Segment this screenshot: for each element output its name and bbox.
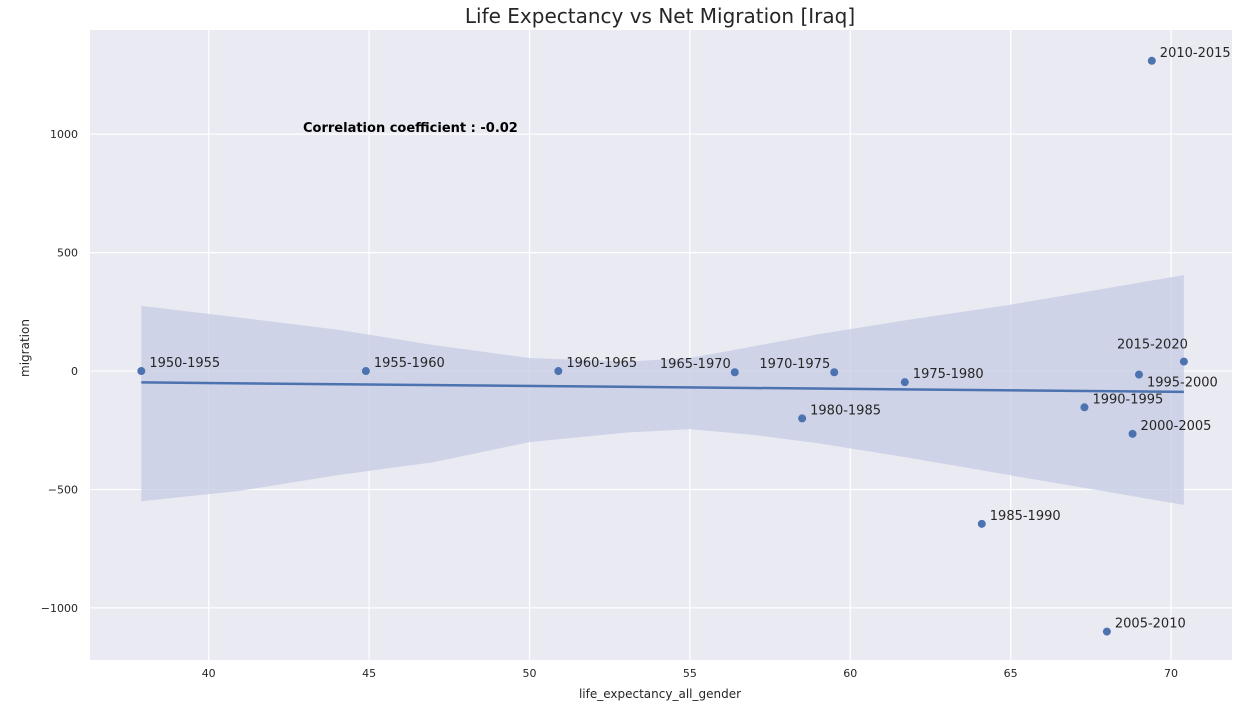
data-point-1990-1995: [1080, 403, 1089, 412]
data-points: [137, 56, 1188, 636]
point-label-1980-1985: 1980-1985: [810, 403, 881, 418]
data-point-1975-1980: [900, 378, 909, 387]
y-axis-label: migration: [18, 319, 32, 377]
data-point-1995-2000: [1134, 370, 1143, 379]
point-label-1975-1980: 1975-1980: [913, 367, 984, 382]
data-point-1955-1960: [361, 367, 370, 376]
confidence-band: [141, 275, 1184, 505]
data-point-1970-1975: [830, 368, 839, 377]
point-label-2015-2020: 2015-2020: [1117, 338, 1188, 353]
y-tick-label-0: 0: [71, 365, 78, 378]
point-label-1960-1965: 1960-1965: [566, 356, 637, 371]
point-label-1955-1960: 1955-1960: [374, 356, 445, 371]
data-point-1965-1970: [730, 368, 739, 377]
x-tick-label-50: 50: [522, 667, 536, 680]
point-label-1965-1970: 1965-1970: [660, 357, 731, 372]
data-point-1985-1990: [977, 519, 986, 528]
x-tick-label-65: 65: [1004, 667, 1018, 680]
data-point-2010-2015: [1147, 56, 1156, 65]
point-label-1995-2000: 1995-2000: [1147, 376, 1218, 391]
y-axis-ticks: −1000 −500 0 500 1000: [41, 128, 78, 615]
correlation-annotation: Correlation coefficient : -0.02: [303, 121, 518, 136]
y-tick-label-1000: 1000: [50, 128, 78, 141]
data-point-2000-2005: [1128, 429, 1137, 438]
y-tick-label-1000: −1000: [41, 602, 78, 615]
confidence-band-area: [141, 275, 1184, 505]
x-axis-ticks: 40 45 50 55 60 65 70: [202, 667, 1178, 680]
y-tick-label-500: 500: [57, 247, 78, 260]
x-axis-label: life_expectancy_all_gender: [579, 687, 741, 701]
chart-title: Life Expectancy vs Net Migration [Iraq]: [465, 4, 855, 28]
point-label-1970-1975: 1970-1975: [759, 357, 830, 372]
data-point-1950-1955: [137, 367, 146, 376]
regression-line: [141, 381, 1184, 394]
y-tick-label-500: −500: [48, 483, 78, 496]
point-label-1990-1995: 1990-1995: [1092, 392, 1163, 407]
regression-line-group: [141, 381, 1184, 394]
x-tick-label-55: 55: [683, 667, 697, 680]
data-point-1960-1965: [554, 367, 563, 376]
data-point-1980-1985: [798, 414, 807, 423]
data-point-2005-2010: [1102, 627, 1111, 636]
x-tick-label-60: 60: [843, 667, 857, 680]
point-label-2000-2005: 2000-2005: [1141, 419, 1212, 434]
point-label-2005-2010: 2005-2010: [1115, 617, 1186, 632]
data-point-2015-2020: [1179, 357, 1188, 366]
x-tick-label-40: 40: [202, 667, 216, 680]
point-label-1985-1990: 1985-1990: [990, 509, 1061, 524]
point-label-1950-1955: 1950-1955: [149, 356, 220, 371]
point-label-2010-2015: 2010-2015: [1160, 46, 1231, 61]
x-tick-label-70: 70: [1164, 667, 1178, 680]
point-labels: 1950-1955 1955-1960 1960-1965 1965-1970 1970…: [149, 46, 1230, 632]
x-tick-label-45: 45: [362, 667, 376, 680]
